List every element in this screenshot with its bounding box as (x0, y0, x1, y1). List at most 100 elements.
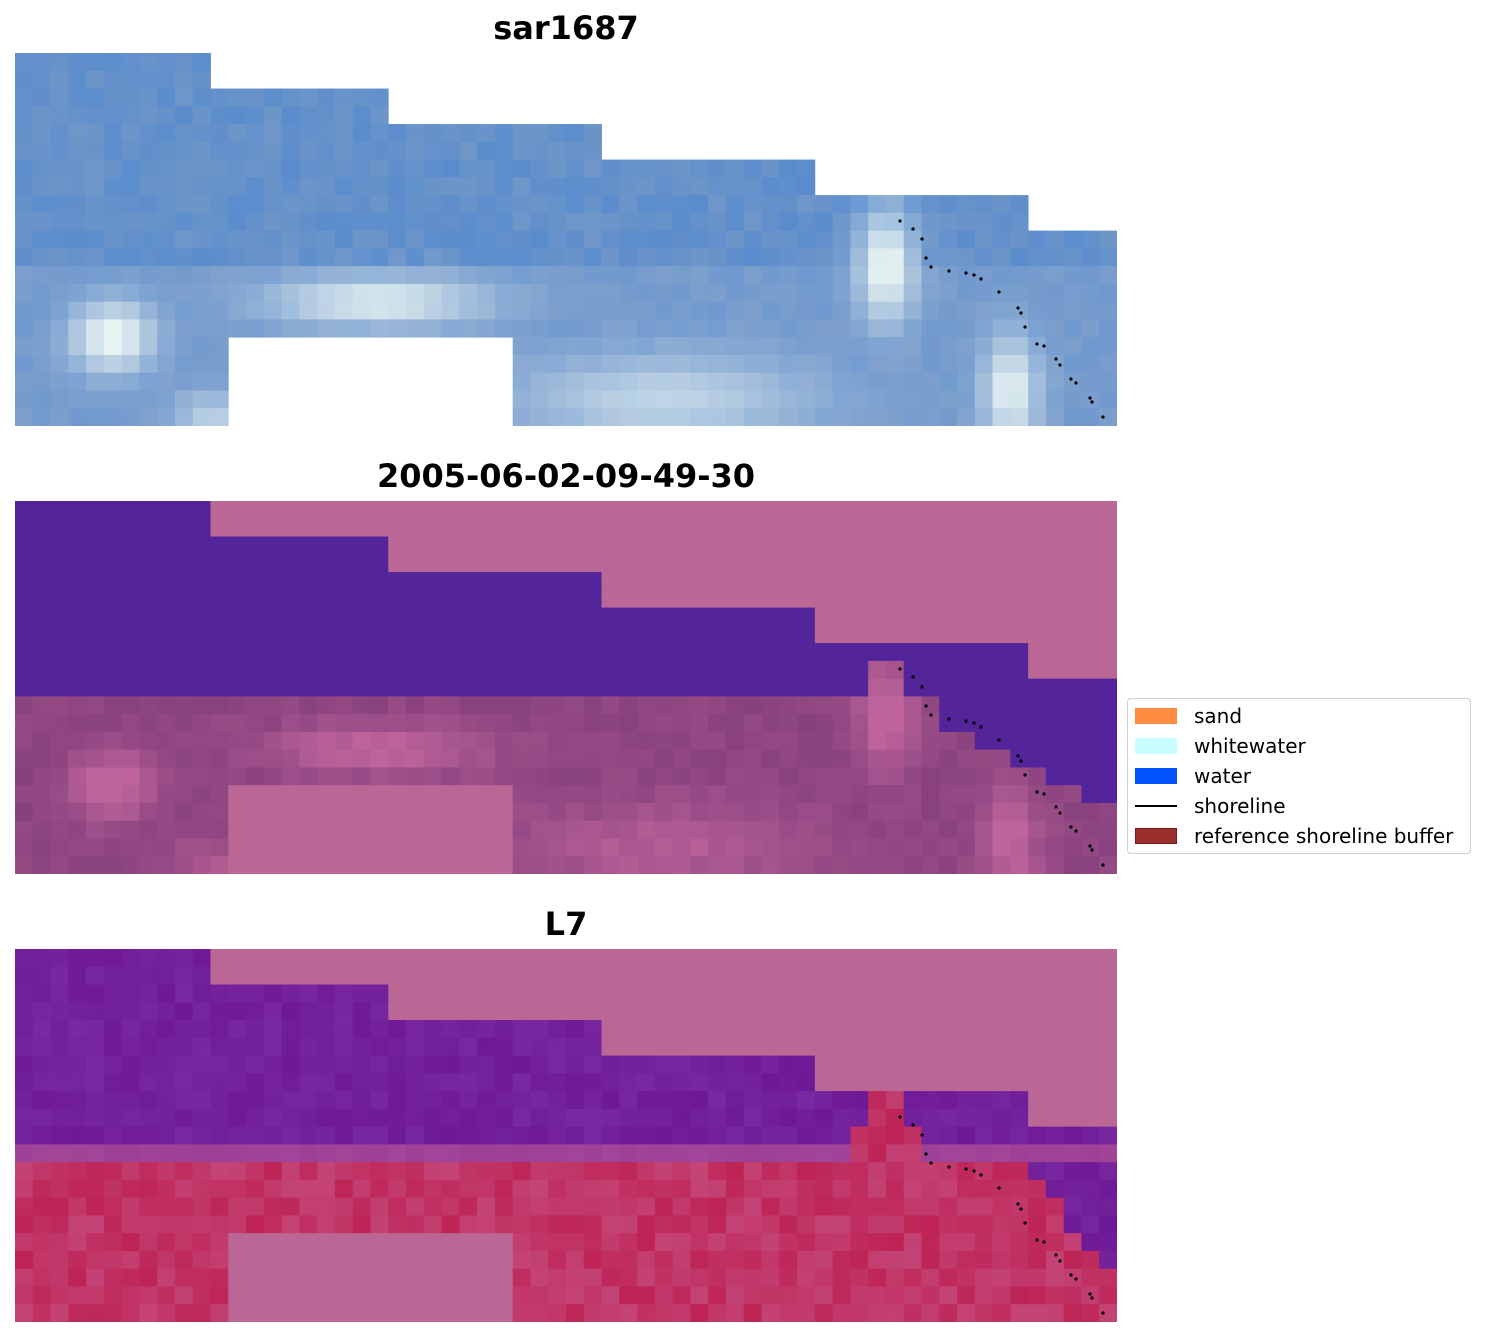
raster-pixel (477, 1108, 496, 1128)
legend-item-shoreline: shoreline (1135, 794, 1286, 818)
shoreline-point (997, 738, 1001, 742)
raster-pixel (86, 124, 105, 143)
raster-pixel (654, 625, 674, 644)
raster-pixel (423, 266, 442, 285)
raster-pixel (797, 1250, 816, 1270)
raster-pixel (814, 337, 834, 356)
raster-pixel (530, 1108, 549, 1128)
raster-pixel (512, 1126, 531, 1145)
raster-pixel (743, 536, 762, 555)
raster-pixel (1045, 354, 1065, 374)
raster-pixel (192, 106, 211, 125)
raster-pixel (1081, 949, 1100, 968)
raster-pixel (850, 785, 869, 804)
raster-pixel (1010, 1126, 1029, 1145)
raster-pixel (50, 159, 69, 178)
raster-pixel (1063, 1126, 1082, 1145)
raster-pixel (317, 856, 336, 874)
raster-pixel (121, 536, 140, 555)
raster-pixel (672, 1037, 691, 1056)
raster-pixel (32, 1126, 51, 1145)
raster-pixel (388, 159, 407, 178)
raster-pixel (814, 1020, 834, 1039)
raster-pixel (103, 767, 123, 786)
raster-pixel (246, 749, 265, 768)
raster-pixel (832, 714, 851, 733)
raster-pixel (850, 248, 869, 267)
raster-pixel (406, 949, 425, 968)
raster-pixel (299, 1197, 318, 1216)
raster-pixel (157, 572, 176, 591)
raster-pixel (814, 838, 834, 857)
raster-pixel (228, 838, 247, 857)
raster-pixel (406, 1002, 425, 1021)
raster-pixel (334, 177, 354, 196)
raster-pixel (921, 354, 940, 374)
raster-pixel (992, 749, 1011, 768)
raster-pixel (477, 838, 496, 857)
raster-pixel (548, 966, 567, 985)
raster-pixel (725, 195, 745, 214)
raster-pixel (32, 767, 51, 786)
raster-pixel (957, 1304, 976, 1322)
raster-pixel (743, 301, 762, 320)
raster-pixel (921, 625, 940, 644)
raster-pixel (1010, 1108, 1029, 1128)
raster-pixel (566, 643, 585, 662)
raster-pixel (1063, 536, 1082, 555)
raster-pixel (263, 589, 283, 608)
raster-pixel (761, 248, 780, 267)
raster-pixel (494, 159, 514, 178)
raster-pixel (477, 678, 496, 697)
raster-pixel (174, 1268, 194, 1287)
raster-pixel (192, 714, 211, 733)
raster-pixel (921, 212, 940, 232)
raster-pixel (974, 1215, 993, 1234)
raster-pixel (957, 1179, 976, 1199)
raster-pixel (725, 390, 745, 409)
raster-pixel (281, 607, 300, 626)
raster-pixel (441, 501, 460, 520)
raster-pixel (1045, 767, 1065, 786)
raster-pixel (601, 678, 620, 697)
raster-pixel (139, 625, 158, 644)
raster-pixel (459, 141, 478, 160)
raster-pixel (494, 195, 514, 214)
raster-pixel (566, 1286, 585, 1305)
raster-pixel (1045, 731, 1065, 751)
raster-pixel (86, 1197, 105, 1216)
raster-pixel (779, 1108, 798, 1128)
raster-pixel (174, 1055, 194, 1074)
raster-pixel (406, 301, 425, 320)
raster-pixel (672, 554, 691, 573)
raster-pixel (725, 159, 745, 178)
raster-pixel (743, 501, 762, 520)
raster-pixel (512, 301, 531, 320)
raster-pixel (957, 731, 976, 751)
raster-pixel (957, 337, 976, 356)
raster-pixel (654, 678, 674, 697)
raster-pixel (583, 1144, 602, 1163)
raster-pixel (494, 319, 514, 338)
raster-pixel (708, 856, 727, 874)
raster-pixel (708, 1144, 727, 1163)
raster-pixel (50, 88, 69, 107)
raster-pixel (441, 230, 460, 249)
raster-pixel (814, 372, 834, 391)
raster-pixel (548, 802, 567, 822)
raster-pixel (903, 354, 922, 374)
raster-pixel (210, 696, 229, 715)
raster-pixel (1045, 589, 1065, 608)
raster-pixel (299, 838, 318, 857)
shoreline-point (920, 685, 924, 689)
raster-pixel (921, 337, 940, 356)
raster-pixel (850, 1304, 869, 1322)
raster-pixel (1081, 372, 1100, 391)
raster-pixel (797, 266, 816, 285)
raster-pixel (868, 984, 887, 1003)
raster-pixel (583, 141, 602, 160)
raster-pixel (566, 337, 585, 356)
raster-pixel (832, 643, 851, 662)
raster-pixel (1045, 660, 1065, 680)
raster-pixel (441, 696, 460, 715)
